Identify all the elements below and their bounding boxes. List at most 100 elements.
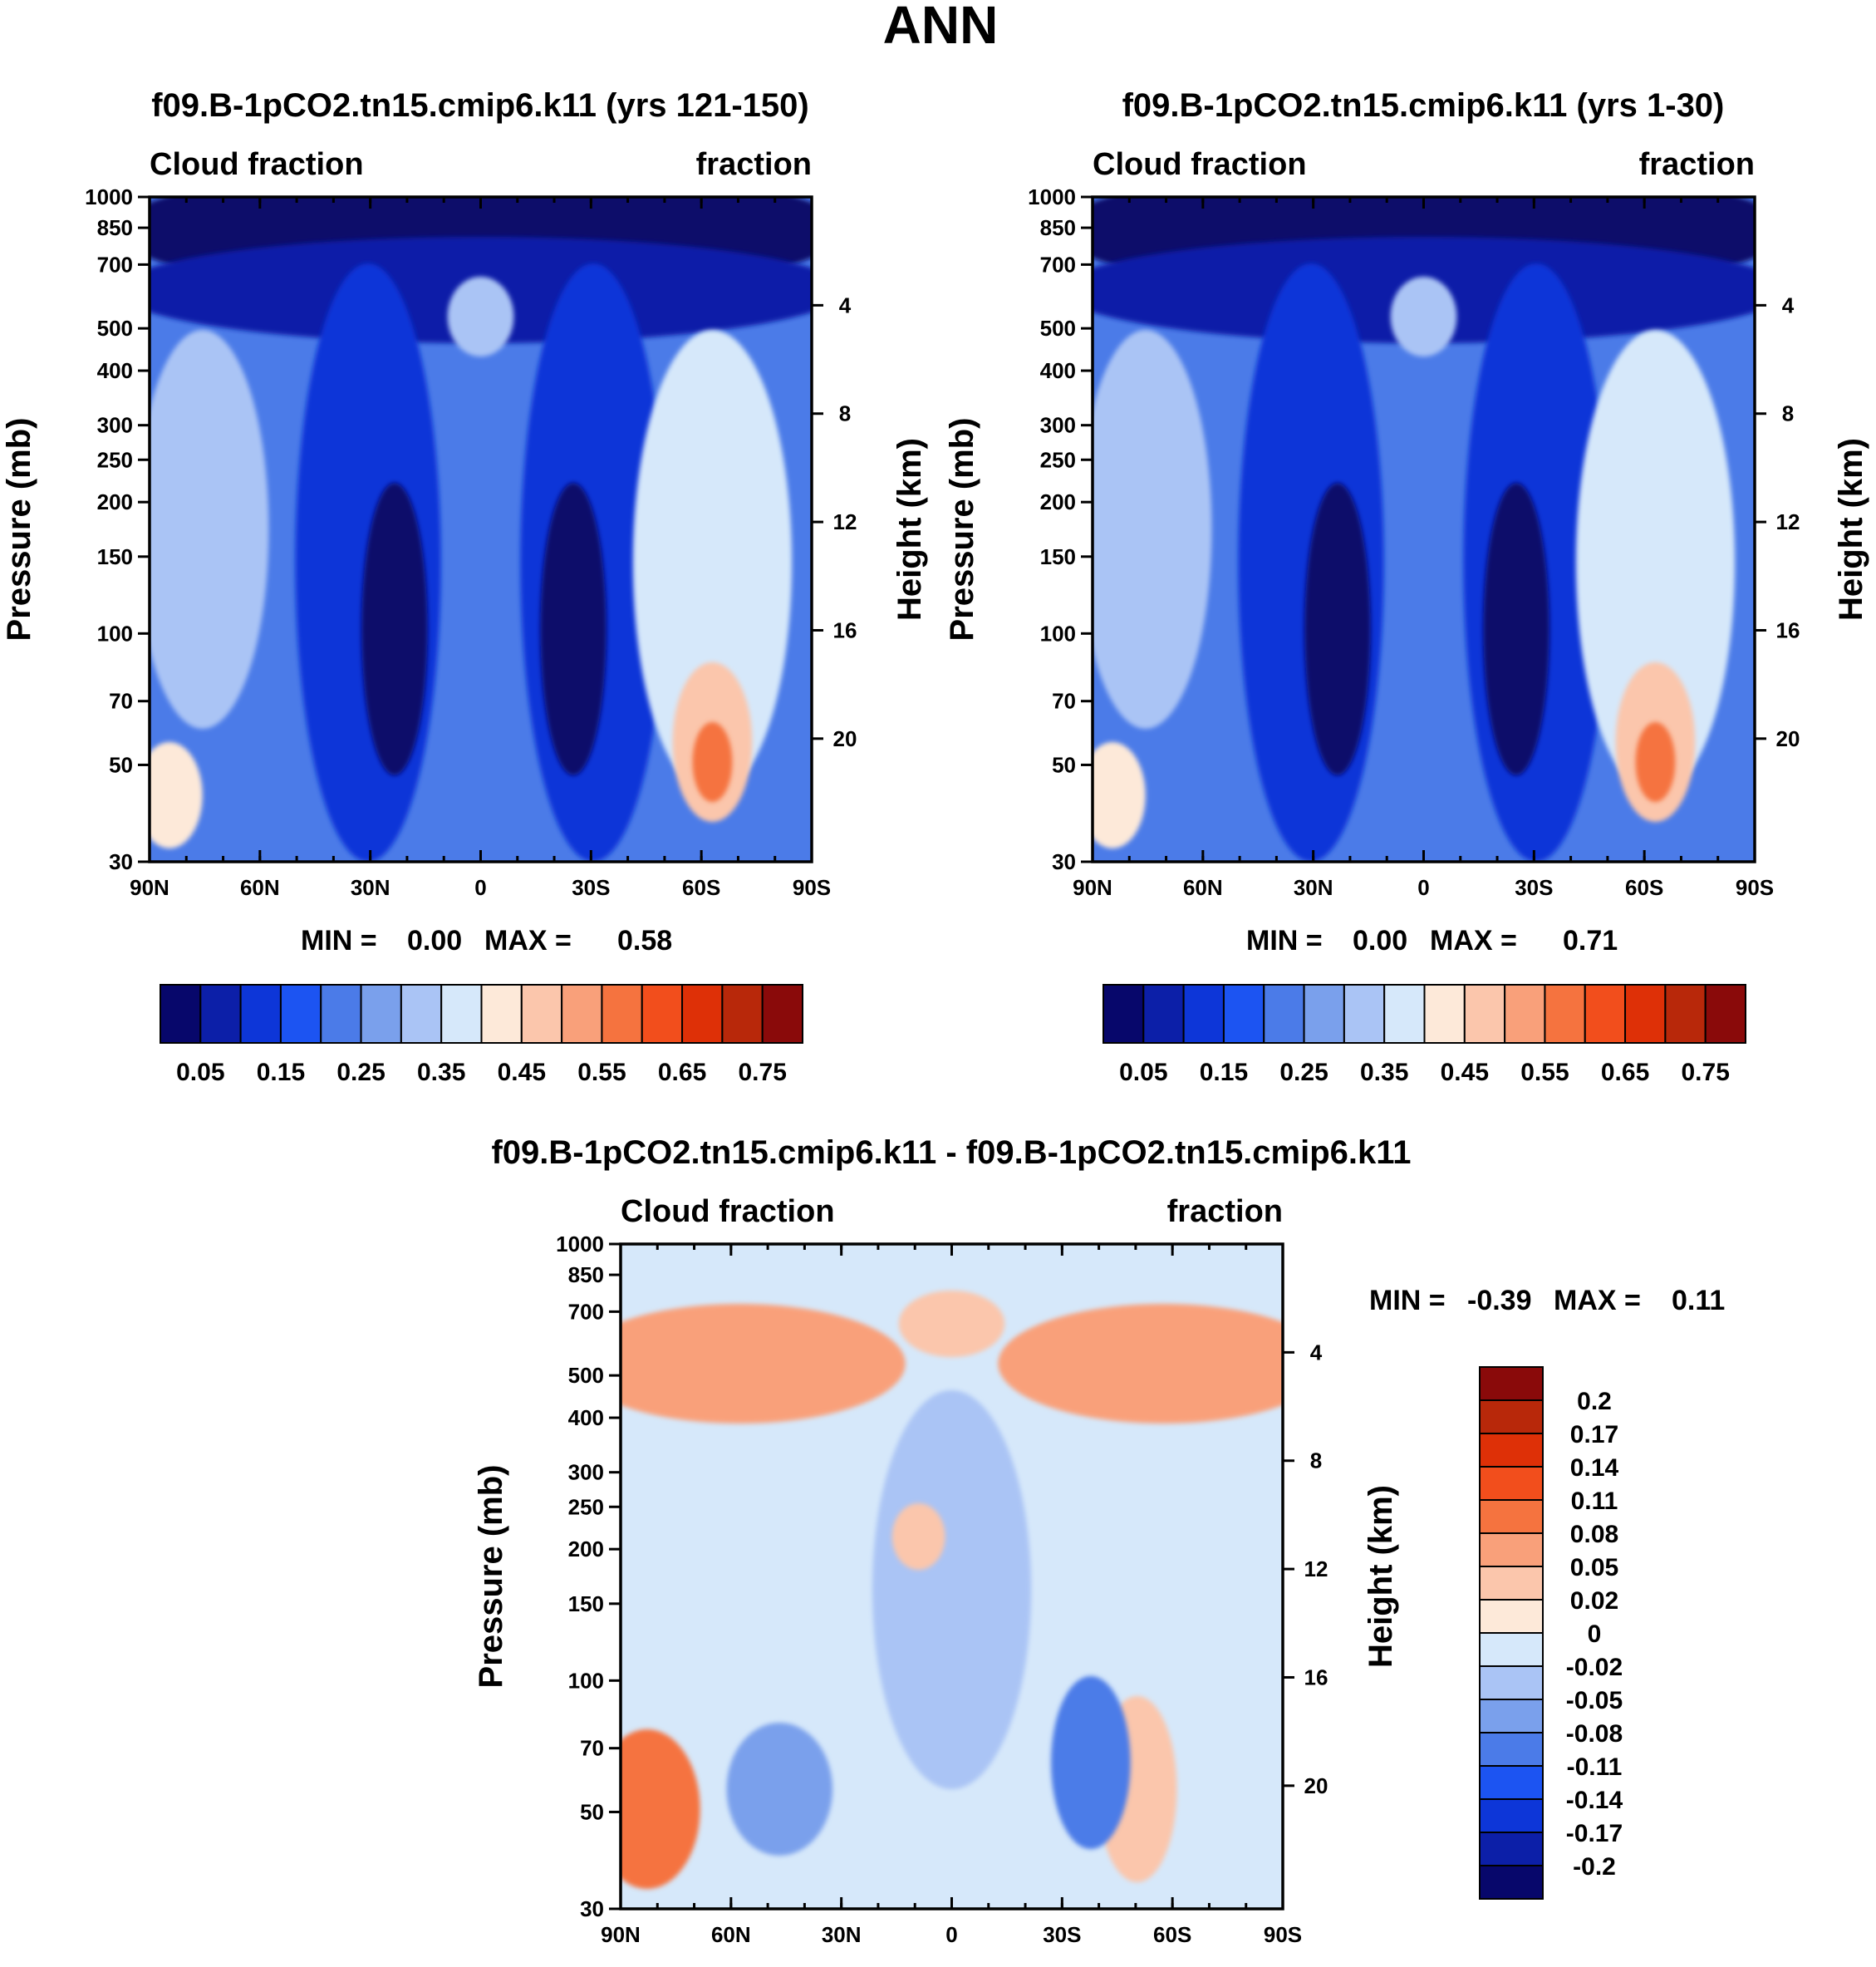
colorbar-label: -0.11: [1567, 1753, 1623, 1781]
colorbar-swatch: [1479, 1765, 1544, 1800]
colorbar-swatch: [1479, 1699, 1544, 1733]
colorbar-swatch: [1479, 1366, 1544, 1401]
colorbar-label: 0.65: [1601, 1059, 1649, 1086]
axes: 90N 60N 30N 0 30S 60S 90S 30 50 70 100 150 200 250 300…: [556, 1232, 1328, 1947]
colorbar-label: 0.55: [577, 1059, 626, 1086]
left-label: Cloud fraction: [621, 1194, 835, 1229]
x-tick-label: 60S: [682, 875, 720, 900]
min-value: 0.00: [1353, 925, 1407, 956]
y2-tick-label: 16: [1776, 617, 1800, 642]
y2-tick-label: 20: [833, 726, 857, 751]
panel-title: f09.B-1pCO2.tn15.cmip6.k11 (yrs 1-30): [1122, 87, 1725, 124]
colorbar-label: 0.25: [1279, 1059, 1328, 1086]
y-tick-label: 50: [1052, 752, 1076, 777]
colorbar-label: 0.65: [658, 1059, 706, 1086]
colorbar-swatch: [1479, 1433, 1544, 1468]
x-tick-label: 0: [945, 1922, 957, 1947]
colorbar-swatch: [1479, 1732, 1544, 1767]
min-value: -0.39: [1467, 1285, 1532, 1316]
colorbar-swatch: [641, 984, 684, 1044]
colorbar-label: 0.2: [1577, 1388, 1612, 1415]
axes: 90N 60N 30N 0 30S 60S 90S 30 50 70 100 150 200 250 300…: [1028, 184, 1800, 900]
colorbar-swatch: [1222, 984, 1265, 1044]
min-max-readout: MIN = 0.00 MAX = 0.71: [1246, 925, 1618, 956]
colorbar-swatch: [480, 984, 523, 1044]
contour-region: [1304, 483, 1371, 775]
colorbar-label: 0.35: [417, 1059, 465, 1086]
y-tick-label: 850: [568, 1262, 604, 1287]
colorbar-label: 0.45: [1441, 1059, 1489, 1086]
y-tick-label: 30: [580, 1896, 604, 1921]
colorbar-label: 0.17: [1570, 1421, 1618, 1448]
max-value: 0.71: [1563, 925, 1618, 956]
colorbar-swatch: [1704, 984, 1746, 1044]
colorbar-swatch: [1142, 984, 1185, 1044]
x-tick-label: 60N: [240, 875, 280, 900]
right-label: fraction: [696, 147, 812, 182]
colorbar-label: -0.05: [1566, 1687, 1623, 1714]
colorbar-swatch: [1182, 984, 1225, 1044]
colorbar-swatch: [1343, 984, 1386, 1044]
y-tick-label: 200: [1040, 489, 1076, 514]
x-tick-label: 90N: [601, 1922, 641, 1947]
y-tick-label: 300: [1040, 413, 1076, 438]
y2-tick-label: 20: [1776, 726, 1800, 751]
colorbar: 0.05 0.15 0.25 0.35 0.45 0.55 0.65 0.75: [1103, 984, 1746, 1086]
colorbar-swatch: [1504, 984, 1546, 1044]
y-tick-label: 300: [568, 1460, 604, 1485]
contour-region: [150, 742, 203, 848]
colorbar-swatch: [360, 984, 402, 1044]
panel-yrs-121-150: f09.B-1pCO2.tn15.cmip6.k11 (yrs 121-150)…: [1, 87, 928, 1086]
contour-region: [898, 1291, 1005, 1357]
min-max-readout: MIN = 0.00 MAX = 0.58: [301, 925, 672, 956]
y-tick-label: 250: [1040, 447, 1076, 472]
panel-title: f09.B-1pCO2.tn15.cmip6.k11 - f09.B-1pCO2…: [491, 1134, 1411, 1171]
panel-yrs-1-30: f09.B-1pCO2.tn15.cmip6.k11 (yrs 1-30) Cl…: [944, 87, 1869, 1086]
colorbar-label: -0.08: [1566, 1720, 1623, 1748]
x-tick-label: 90S: [1736, 875, 1774, 900]
min-label: MIN =: [1369, 1285, 1446, 1316]
colorbar-label: 0.05: [1119, 1059, 1167, 1086]
colorbar-label: -0.02: [1566, 1654, 1623, 1681]
y2-tick-label: 4: [839, 293, 852, 317]
colorbar-label: -0.17: [1566, 1820, 1623, 1847]
y-tick-label: 70: [580, 1736, 604, 1761]
contour-field: [150, 197, 812, 862]
y-tick-label: 30: [1052, 849, 1076, 874]
y-tick-label: 1000: [85, 184, 133, 209]
colorbar-swatch: [1479, 1865, 1544, 1900]
colorbar-swatch: [1103, 984, 1145, 1044]
colorbar-label: 0.05: [1570, 1554, 1618, 1581]
contour-region: [447, 277, 514, 357]
colorbar-label: 0: [1588, 1620, 1602, 1648]
y2-axis-title: Height (km): [1833, 438, 1869, 621]
x-tick-label: 30S: [572, 875, 610, 900]
y2-tick-label: 12: [833, 509, 857, 534]
y-tick-label: 500: [97, 316, 133, 341]
x-tick-label: 90N: [130, 875, 169, 900]
y2-tick-label: 12: [1776, 509, 1800, 534]
colorbar-swatch: [1263, 984, 1305, 1044]
y-tick-label: 100: [1040, 621, 1076, 646]
contour-region: [1635, 722, 1676, 802]
contour-region: [540, 483, 607, 775]
colorbar-swatch: [1479, 1532, 1544, 1567]
colorbar-swatch: [1479, 1566, 1544, 1601]
y-tick-label: 1000: [556, 1232, 604, 1256]
colorbar-swatch: [601, 984, 643, 1044]
colorbar-label: 0.08: [1570, 1521, 1618, 1548]
contour-region: [891, 1503, 945, 1570]
y-tick-label: 200: [97, 489, 133, 514]
y2-tick-label: 8: [839, 401, 851, 426]
contour-region: [1093, 742, 1146, 848]
y-tick-label: 500: [1040, 316, 1076, 341]
colorbar-label: 0.55: [1520, 1059, 1569, 1086]
x-tick-label: 60S: [1625, 875, 1663, 900]
colorbar-label: 0.15: [1200, 1059, 1248, 1086]
y2-tick-label: 8: [1782, 401, 1794, 426]
y-tick-label: 400: [568, 1405, 604, 1430]
left-label: Cloud fraction: [1093, 147, 1307, 182]
colorbar-swatch: [1479, 1599, 1544, 1634]
colorbar-swatch: [1544, 984, 1586, 1044]
colorbar-swatch: [761, 984, 803, 1044]
